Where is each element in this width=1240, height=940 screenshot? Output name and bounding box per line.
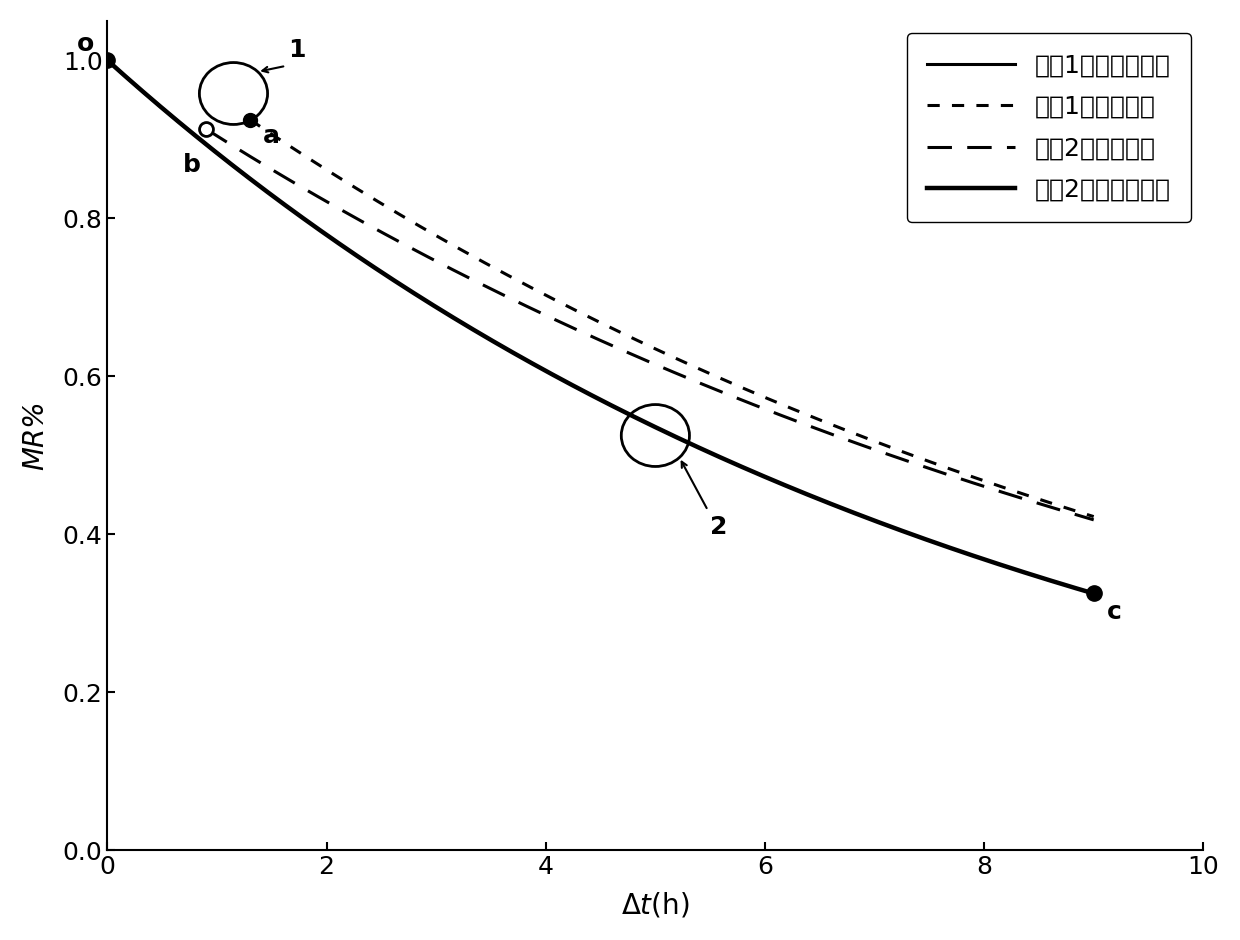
Text: b: b: [182, 152, 201, 177]
Legend: 条件1实际干燥过程, 条件1未参与过程, 条件2未参与过程, 条件2实际干燥过程: 条件1实际干燥过程, 条件1未参与过程, 条件2未参与过程, 条件2实际干燥过程: [908, 33, 1190, 222]
Text: 2: 2: [711, 514, 728, 539]
Y-axis label: MR%: MR%: [21, 400, 48, 470]
Text: c: c: [1107, 600, 1122, 624]
X-axis label: $\Delta t$(h): $\Delta t$(h): [621, 890, 689, 919]
Text: 1: 1: [288, 38, 306, 62]
Text: a: a: [263, 123, 280, 148]
Text: o: o: [77, 32, 94, 56]
